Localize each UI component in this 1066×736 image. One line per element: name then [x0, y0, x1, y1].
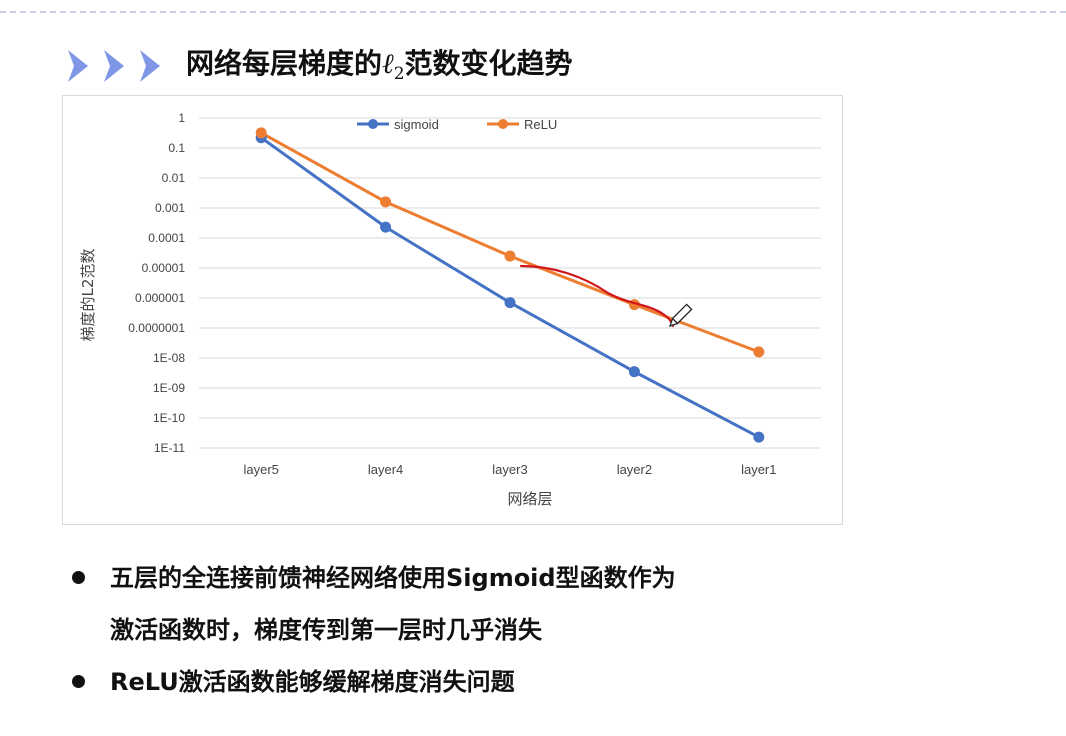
bullet-text-line: 五层的全连接前馈神经网络使用Sigmoid型函数作为 — [110, 564, 676, 592]
series-line-relu — [260, 131, 760, 354]
data-point-relu — [504, 250, 516, 262]
data-point-sigmoid — [628, 366, 640, 378]
x-tick-label: layer2 — [617, 462, 652, 477]
y-tick-label: 0.0000001 — [128, 321, 185, 335]
chevron-icon — [140, 50, 160, 82]
bullet-item: 五层的全连接前馈神经网络使用Sigmoid型函数作为 激活函数时，梯度传到第一层… — [70, 552, 970, 656]
data-point-relu — [255, 127, 267, 139]
bullet-item: ReLU激活函数能够缓解梯度消失问题 — [70, 656, 970, 708]
pen-annotation-stroke — [519, 264, 675, 328]
data-point-relu — [753, 346, 765, 358]
legend-label-relu: ReLU — [524, 117, 557, 132]
gradient-norm-chart: 1 0.1 0.01 0.001 0.0001 0.00001 0.000001 0.0000… — [79, 111, 821, 508]
pen-cursor-icon — [669, 303, 693, 327]
data-point-sigmoid — [753, 431, 765, 443]
x-tick-label: layer3 — [492, 462, 527, 477]
bullet-text-line: 激活函数时，梯度传到第一层时几乎消失 — [110, 616, 542, 644]
y-tick-label: 0.0001 — [148, 231, 185, 245]
y-tick-label: 1E-08 — [153, 351, 185, 365]
y-tick-label: 0.00001 — [142, 261, 186, 275]
title-symbol: ℓ — [382, 47, 394, 80]
y-tick-label: 1E-09 — [153, 381, 185, 395]
y-tick-label: 0.000001 — [135, 291, 185, 305]
legend-marker-relu — [498, 119, 508, 129]
y-axis-title: 梯度的L2范数 — [79, 249, 97, 342]
y-tick-label: 1E-11 — [154, 441, 185, 455]
bullet-text-line: ReLU激活函数能够缓解梯度消失问题 — [110, 668, 515, 696]
y-tick-label: 0.1 — [168, 141, 185, 155]
legend-marker-sigmoid — [368, 119, 378, 129]
x-tick-label: layer5 — [243, 462, 278, 477]
y-tick-label: 0.001 — [155, 201, 185, 215]
data-point-relu — [380, 196, 392, 208]
title-prefix: 网络每层梯度的 — [186, 47, 383, 80]
data-point-sigmoid — [380, 221, 392, 233]
x-tick-label: layer4 — [368, 462, 403, 477]
data-point-sigmoid — [504, 297, 516, 309]
bullet-dot-icon — [72, 571, 85, 584]
y-tick-label: 0.01 — [162, 171, 186, 185]
title-suffix: 范数变化趋势 — [404, 47, 573, 80]
x-tick-label: layer1 — [741, 462, 776, 477]
legend-label-sigmoid: sigmoid — [394, 117, 439, 132]
title-subscript: 2 — [393, 64, 405, 84]
chevron-arrows-icon — [68, 50, 160, 82]
series-line-sigmoid — [260, 136, 760, 439]
x-axis-title: 网络层 — [507, 490, 552, 508]
chart-frame: 1 0.1 0.01 0.001 0.0001 0.00001 0.000001 0.0000… — [62, 95, 843, 525]
chevron-icon — [104, 50, 124, 82]
top-dashed-divider — [0, 11, 1066, 13]
slide-title: 网络每层梯度的ℓ2范数变化趋势 — [186, 44, 573, 84]
bullet-dot-icon — [72, 675, 85, 688]
y-tick-label: 1 — [178, 111, 185, 125]
bullet-list: 五层的全连接前馈神经网络使用Sigmoid型函数作为 激活函数时，梯度传到第一层… — [70, 552, 970, 708]
y-tick-label: 1E-10 — [153, 411, 185, 425]
chevron-icon — [68, 50, 88, 82]
